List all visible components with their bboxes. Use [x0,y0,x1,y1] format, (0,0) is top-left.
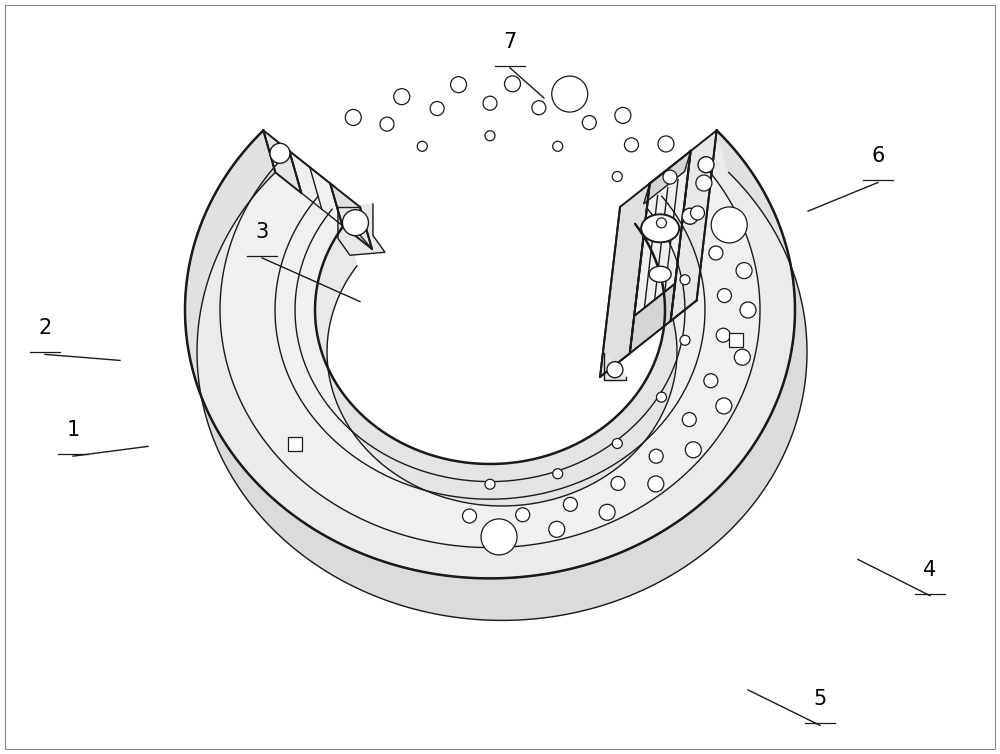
Circle shape [451,77,467,93]
Ellipse shape [649,266,671,282]
Circle shape [649,449,663,463]
Circle shape [504,76,520,92]
Circle shape [658,136,674,152]
Circle shape [552,76,588,112]
Text: 4: 4 [923,559,937,580]
Circle shape [709,246,723,260]
Circle shape [549,521,565,538]
Circle shape [481,519,517,555]
Circle shape [463,509,477,523]
Circle shape [663,170,677,184]
Text: 7: 7 [503,32,517,52]
Circle shape [430,102,444,115]
Circle shape [648,476,664,492]
Polygon shape [600,300,697,377]
Circle shape [612,171,622,182]
Circle shape [270,143,290,164]
Polygon shape [644,151,691,204]
Circle shape [680,336,690,345]
Circle shape [717,289,731,302]
Circle shape [563,498,577,511]
Circle shape [417,141,427,152]
Polygon shape [315,224,677,506]
Circle shape [682,412,696,427]
Circle shape [704,374,718,388]
Circle shape [607,362,623,378]
Polygon shape [604,354,626,380]
Circle shape [485,130,495,141]
Circle shape [394,89,410,105]
Circle shape [612,439,622,449]
Circle shape [690,206,704,220]
Polygon shape [185,130,807,621]
Polygon shape [330,183,372,249]
Circle shape [656,218,666,228]
Polygon shape [185,130,795,578]
Text: 2: 2 [38,318,52,339]
Circle shape [345,109,361,125]
Circle shape [696,175,712,191]
Circle shape [624,138,638,152]
Polygon shape [671,130,717,321]
Circle shape [698,157,714,173]
Circle shape [582,115,596,130]
Circle shape [342,210,368,236]
Polygon shape [630,151,691,354]
Polygon shape [600,183,650,377]
Polygon shape [263,130,301,193]
Circle shape [685,442,701,458]
Circle shape [716,398,732,414]
Circle shape [599,504,615,520]
Circle shape [682,208,698,224]
Polygon shape [338,204,385,256]
Circle shape [483,97,497,110]
Bar [729,333,743,348]
Circle shape [553,141,563,152]
Text: 6: 6 [871,146,885,167]
Circle shape [734,349,750,365]
Circle shape [532,101,546,115]
Circle shape [716,328,730,342]
Ellipse shape [641,214,679,242]
Circle shape [611,477,625,490]
Bar [288,437,302,452]
Polygon shape [185,130,795,578]
Text: 3: 3 [255,222,269,242]
Text: 5: 5 [813,689,827,710]
Circle shape [615,107,631,124]
Text: 1: 1 [66,420,80,440]
Circle shape [736,262,752,278]
Circle shape [680,274,690,285]
Circle shape [711,207,747,243]
Circle shape [516,507,530,522]
Circle shape [485,480,495,489]
Circle shape [380,117,394,131]
Circle shape [553,469,563,479]
Circle shape [740,302,756,318]
Polygon shape [630,284,675,354]
Circle shape [656,392,666,402]
